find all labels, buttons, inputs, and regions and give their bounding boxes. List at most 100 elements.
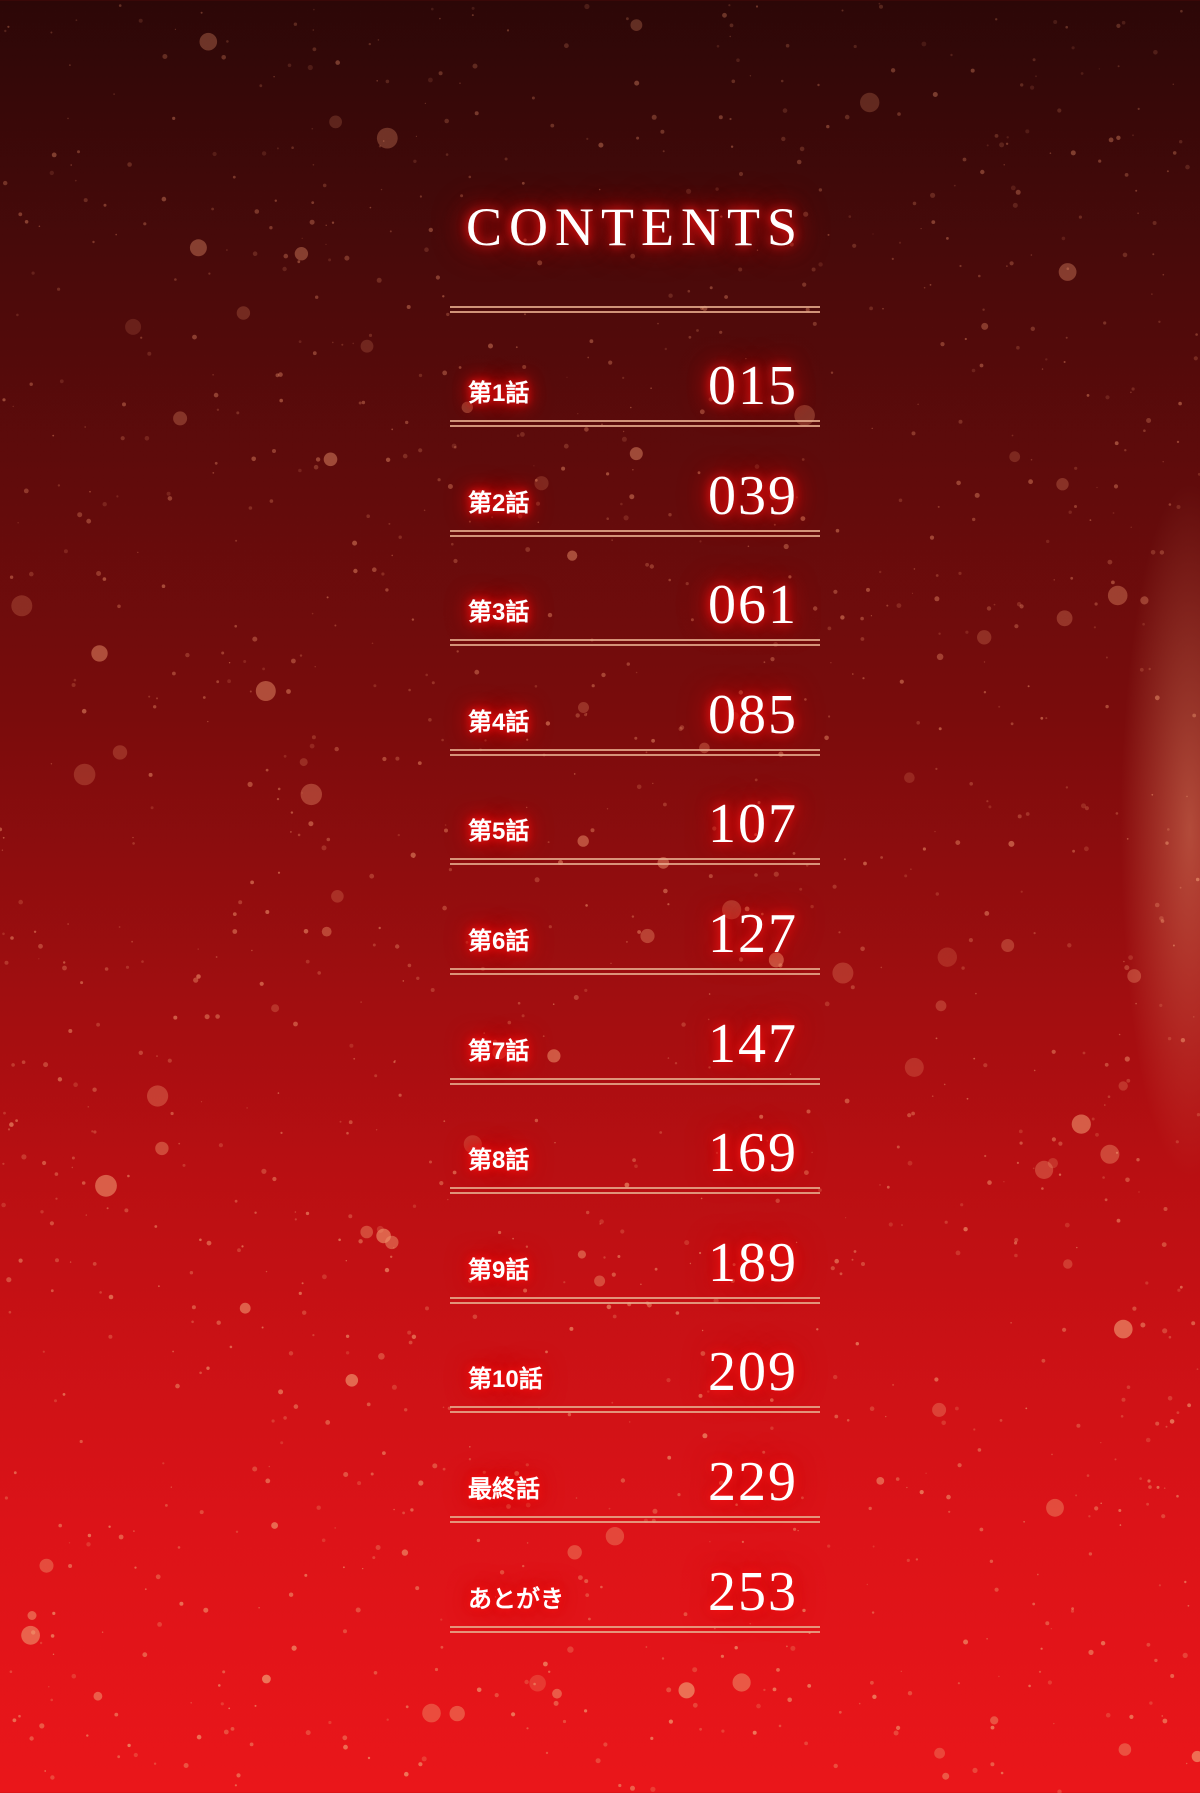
speckle bbox=[553, 1700, 559, 1706]
speckle bbox=[932, 1402, 947, 1417]
speckle bbox=[1139, 1477, 1142, 1480]
speckle bbox=[419, 195, 422, 198]
speckle bbox=[886, 1185, 890, 1189]
speckle bbox=[238, 900, 243, 905]
speckle bbox=[345, 1351, 350, 1355]
speckle bbox=[690, 618, 694, 622]
speckle bbox=[1161, 1514, 1166, 1519]
speckle bbox=[118, 1534, 124, 1540]
speckle bbox=[406, 305, 411, 309]
speckle bbox=[578, 1575, 583, 1580]
speckle bbox=[937, 505, 940, 508]
speckle bbox=[1014, 1237, 1019, 1243]
speckle bbox=[640, 1283, 642, 1286]
speckle bbox=[1132, 1306, 1137, 1311]
speckle bbox=[276, 147, 279, 150]
speckle bbox=[216, 1320, 221, 1325]
toc-entry[interactable]: 第5話 107 bbox=[450, 792, 820, 852]
speckle bbox=[770, 657, 775, 662]
speckle bbox=[2, 836, 5, 839]
speckle bbox=[288, 1592, 294, 1597]
speckle bbox=[843, 858, 846, 861]
speckle bbox=[372, 1556, 376, 1560]
speckle bbox=[702, 1433, 708, 1439]
speckle bbox=[69, 1261, 72, 1263]
speckle bbox=[983, 661, 986, 663]
speckle bbox=[262, 667, 265, 671]
speckle bbox=[652, 1508, 658, 1514]
speckle bbox=[577, 1250, 587, 1259]
speckle bbox=[677, 1493, 681, 1497]
speckle bbox=[474, 381, 479, 386]
speckle bbox=[1009, 451, 1021, 463]
speckle bbox=[89, 490, 91, 493]
speckle bbox=[50, 1698, 53, 1702]
speckle bbox=[366, 1402, 371, 1407]
speckle bbox=[929, 535, 935, 540]
toc-entry[interactable]: 第7話 147 bbox=[450, 1012, 820, 1072]
speckle bbox=[1033, 932, 1036, 935]
toc-entry[interactable]: あとがき 253 bbox=[450, 1560, 820, 1620]
toc-entry[interactable]: 第9話 189 bbox=[450, 1231, 820, 1291]
speckle bbox=[468, 1458, 472, 1461]
speckle bbox=[983, 1063, 988, 1068]
speckle bbox=[236, 306, 251, 320]
toc-entry[interactable]: 第3話 061 bbox=[450, 573, 820, 633]
speckle bbox=[861, 1262, 865, 1266]
toc-entry[interactable]: 第1話 015 bbox=[450, 354, 820, 414]
speckle bbox=[301, 1282, 304, 1285]
speckle bbox=[334, 1527, 337, 1529]
speckle bbox=[983, 691, 987, 694]
speckle bbox=[521, 1014, 525, 1018]
speckle bbox=[1040, 716, 1044, 720]
speckle bbox=[1126, 1385, 1131, 1389]
speckle bbox=[369, 873, 375, 879]
speckle bbox=[1045, 717, 1048, 720]
speckle bbox=[2, 932, 5, 936]
speckle bbox=[678, 726, 683, 732]
speckle bbox=[1074, 505, 1077, 508]
speckle bbox=[634, 80, 640, 86]
toc-entry[interactable]: 第2話 039 bbox=[450, 464, 820, 524]
speckle bbox=[732, 1263, 736, 1267]
speckle bbox=[526, 1727, 529, 1730]
speckle bbox=[869, 1406, 875, 1411]
speckle bbox=[308, 821, 314, 827]
toc-entry[interactable]: 第6話 127 bbox=[450, 902, 820, 962]
speckle bbox=[965, 630, 969, 634]
speckle bbox=[191, 1320, 194, 1324]
speckle bbox=[869, 306, 873, 311]
speckle bbox=[608, 1507, 611, 1510]
speckle bbox=[1111, 580, 1115, 585]
speckle bbox=[127, 1174, 130, 1178]
speckle bbox=[634, 1164, 638, 1168]
speckle bbox=[520, 432, 525, 437]
speckle bbox=[1100, 1502, 1102, 1505]
speckle bbox=[77, 512, 83, 518]
speckle bbox=[70, 164, 72, 166]
speckle bbox=[1104, 1104, 1106, 1106]
speckle bbox=[68, 1542, 71, 1544]
speckle bbox=[792, 852, 796, 855]
speckle bbox=[434, 1667, 439, 1672]
speckle bbox=[878, 2, 881, 5]
toc-entry[interactable]: 最終話 229 bbox=[450, 1450, 820, 1510]
speckle bbox=[141, 960, 144, 963]
speckle bbox=[800, 516, 806, 521]
speckle bbox=[628, 1421, 631, 1423]
speckle bbox=[439, 17, 441, 20]
speckle bbox=[696, 329, 699, 332]
speckle bbox=[1163, 1487, 1166, 1489]
speckle bbox=[474, 669, 480, 675]
speckle bbox=[154, 1225, 158, 1228]
speckle bbox=[444, 118, 450, 124]
speckle bbox=[846, 1419, 850, 1422]
toc-entry[interactable]: 第8話 169 bbox=[450, 1121, 820, 1181]
toc-entry[interactable]: 第10話 209 bbox=[450, 1340, 820, 1400]
speckle bbox=[120, 436, 125, 441]
speckle bbox=[535, 501, 541, 506]
toc-entry[interactable]: 第4話 085 bbox=[450, 683, 820, 743]
speckle bbox=[948, 1510, 951, 1513]
speckle bbox=[801, 1496, 804, 1500]
speckle bbox=[311, 612, 314, 615]
